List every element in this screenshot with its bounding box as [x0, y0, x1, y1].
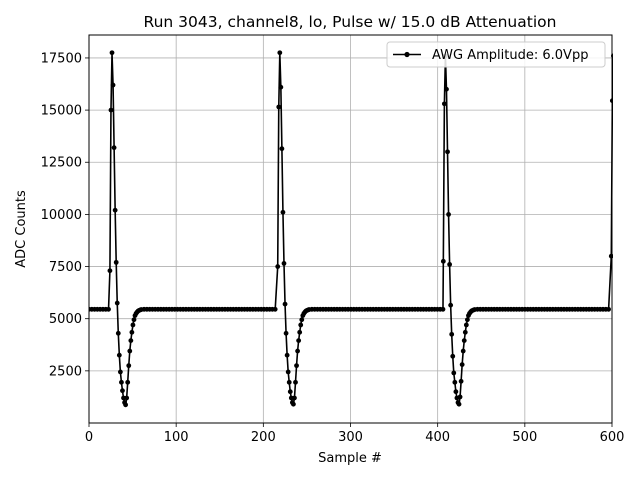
data-point: [120, 388, 125, 394]
data-point: [128, 338, 134, 343]
y-tick-label: 17500: [41, 51, 82, 66]
data-point: [129, 329, 135, 335]
data-point: [113, 259, 119, 265]
y-axis-label: ADC Counts: [14, 190, 29, 268]
data-point: [296, 338, 302, 343]
x-tick-label: 600: [600, 430, 625, 445]
data-point: [285, 369, 291, 375]
y-tick-label: 5000: [49, 312, 82, 327]
data-point: [114, 300, 120, 306]
data-point: [287, 389, 293, 395]
data-point: [275, 264, 281, 269]
y-axis-ticks: 2500 5000 7500 10000 12500 15000 17500: [41, 51, 89, 379]
x-axis-ticks: 0 100 200 300 400 500 600: [85, 423, 625, 445]
data-point: [294, 363, 299, 369]
y-tick-label: 10000: [41, 208, 82, 223]
data-point: [111, 145, 117, 151]
data-point: [297, 329, 303, 335]
data-point: [444, 86, 449, 92]
data-point: [117, 369, 123, 375]
x-tick-label: 100: [164, 430, 189, 445]
data-point: [281, 261, 287, 266]
data-point: [451, 370, 457, 376]
legend-marker: [404, 51, 410, 58]
grid: [88, 35, 613, 423]
data-point: [299, 317, 305, 323]
data-point: [462, 329, 468, 335]
data-point: [291, 401, 296, 407]
data-point: [126, 363, 132, 369]
data-point: [449, 331, 455, 337]
data-point: [450, 353, 456, 359]
data-point: [286, 379, 292, 385]
data-point: [440, 258, 446, 264]
data-point: [447, 262, 453, 267]
x-tick-label: 500: [512, 430, 537, 445]
data-point: [283, 330, 289, 336]
data-point: [125, 379, 131, 385]
data-point: [115, 330, 121, 336]
y-tick-label: 15000: [41, 104, 82, 119]
data-point: [276, 104, 282, 110]
y-tick-label: 12500: [41, 156, 82, 171]
data-point: [292, 395, 297, 401]
data-point: [293, 379, 298, 385]
legend-box: [386, 41, 606, 68]
data-point: [123, 402, 129, 408]
data-point: [116, 352, 122, 358]
data-point: [106, 306, 111, 312]
y-tick-label: 7500: [49, 260, 82, 275]
data-point: [459, 362, 465, 367]
data-point: [112, 207, 118, 213]
data-point: [127, 348, 133, 354]
data-point: [109, 50, 115, 56]
y-tick-label: 2500: [49, 364, 82, 379]
data-point: [452, 379, 458, 385]
x-axis-label: Sample #: [318, 451, 382, 466]
data-point: [107, 268, 113, 274]
data-point: [606, 306, 611, 312]
data-point: [282, 301, 288, 307]
data-point: [448, 302, 454, 308]
series-line: [89, 51, 613, 406]
data-point: [457, 394, 463, 400]
data-point: [284, 352, 290, 358]
data-point: [277, 50, 283, 56]
data-point: [441, 101, 447, 107]
x-tick-label: 300: [338, 430, 363, 445]
data-point: [130, 322, 136, 328]
data-point: [278, 84, 284, 90]
data-point: [464, 317, 470, 323]
data-point: [124, 395, 130, 401]
data-point: [272, 306, 278, 312]
legend: AWG Amplitude: 6.0Vpp: [386, 41, 606, 68]
x-tick-label: 200: [251, 430, 276, 445]
data-point: [608, 253, 613, 259]
data-point: [298, 322, 304, 328]
data-point: [446, 212, 451, 217]
data-point: [110, 82, 116, 88]
data-point: [108, 107, 114, 113]
data-point: [461, 338, 467, 343]
data-point: [460, 348, 466, 354]
data-point: [445, 149, 450, 155]
x-tick-label: 400: [425, 430, 450, 445]
data-point: [279, 146, 285, 152]
data-point: [131, 317, 137, 323]
data-point: [295, 348, 300, 354]
data-point: [280, 209, 286, 215]
legend-label: AWG Amplitude: 6.0Vpp: [432, 48, 588, 63]
chart-title: Run 3043, channel8, lo, Pulse w/ 15.0 dB…: [144, 13, 557, 31]
data-point: [453, 389, 459, 395]
data-point: [440, 306, 446, 312]
x-tick-label: 0: [85, 430, 93, 445]
data-point: [458, 378, 464, 384]
data-point: [463, 322, 469, 328]
plot-area: [89, 50, 613, 408]
data-point: [119, 379, 124, 385]
data-point: [456, 401, 462, 407]
